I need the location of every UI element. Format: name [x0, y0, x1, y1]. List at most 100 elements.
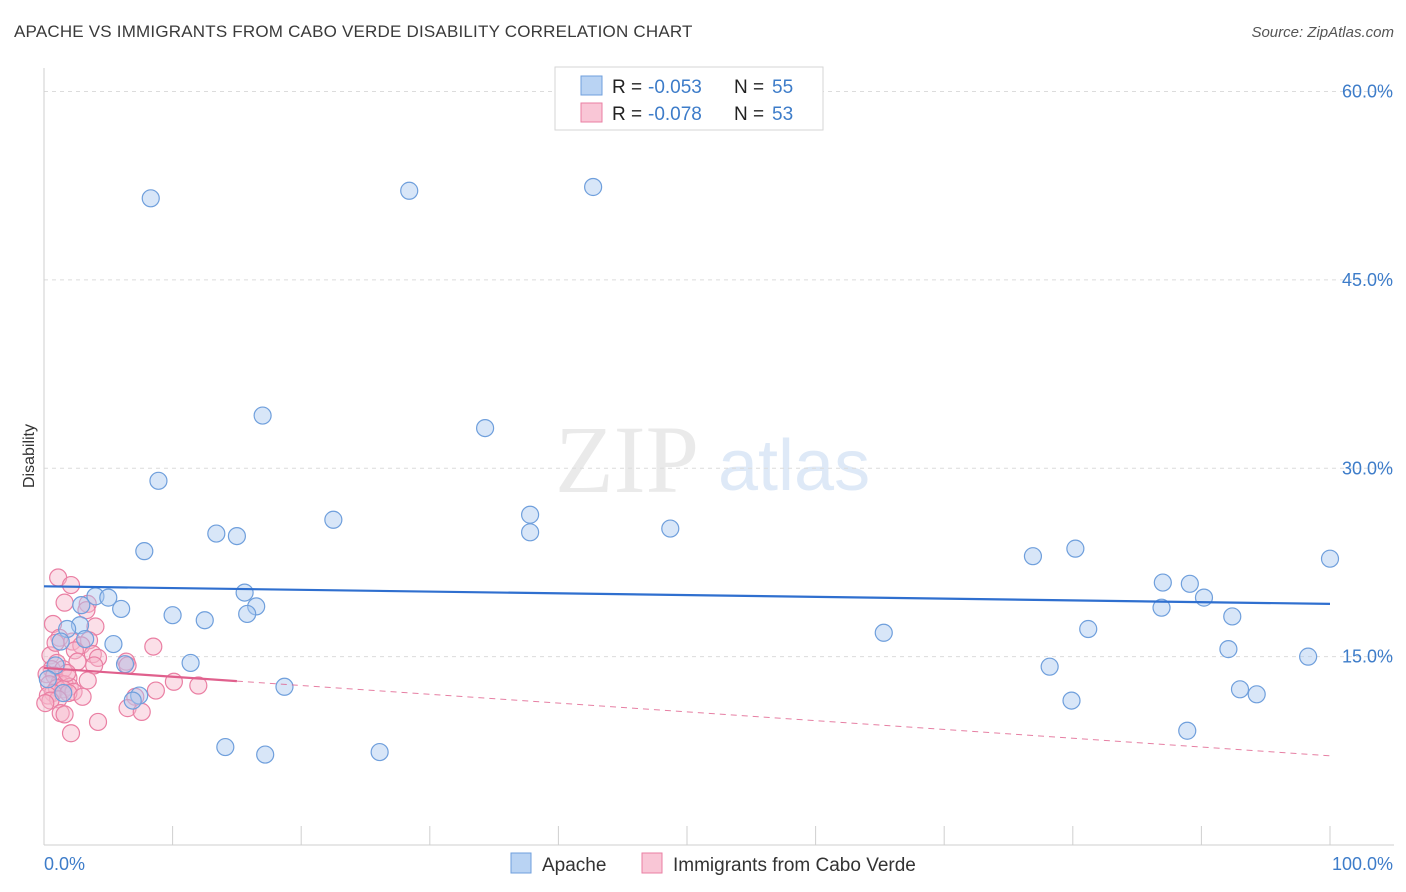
watermark: ZIP atlas — [555, 406, 870, 513]
apache-point — [1299, 647, 1318, 666]
apache-point — [216, 737, 235, 757]
trend-lines — [43, 585, 1331, 757]
apache-point — [1247, 685, 1266, 704]
legend-r-value-cabo-verde: -0.078 — [648, 104, 702, 125]
legend-swatch-apache — [580, 75, 603, 96]
x-tick-label-min: 0.0% — [44, 854, 85, 874]
y-tick-labels: 15.0% 30.0% 45.0% 60.0% — [1342, 82, 1393, 667]
legend: R = -0.053 N = 55 R = -0.078 N = 53 — [554, 66, 824, 131]
apache-point — [115, 655, 135, 674]
bottom-legend-label-apache: Apache — [542, 855, 606, 876]
x-tick-label-max: 100.0% — [1332, 854, 1393, 874]
cabo-verde-point — [189, 676, 208, 695]
apache-point — [123, 691, 142, 710]
axes — [43, 68, 1394, 846]
y-axis-label: Disability — [21, 424, 38, 488]
watermark-zip: ZIP — [555, 406, 699, 513]
apache-point — [1180, 574, 1199, 593]
y-tick-label: 60.0% — [1342, 82, 1393, 102]
apache-point — [195, 611, 214, 630]
bottom-legend: Apache Immigrants from Cabo Verde — [510, 852, 916, 876]
apache-point — [207, 524, 226, 543]
cabo-verde-point — [77, 601, 96, 620]
apache-point — [1023, 547, 1043, 566]
legend-n-value-cabo-verde: 53 — [772, 104, 793, 125]
cabo-verde-point — [55, 705, 74, 724]
apache-point — [1066, 539, 1085, 558]
x-ticks — [43, 826, 1331, 845]
apache-point — [1223, 607, 1242, 626]
apache-point — [400, 181, 419, 200]
apache-point — [253, 406, 272, 425]
cabo-verde-point — [59, 683, 78, 703]
legend-r-value-apache: -0.053 — [648, 77, 702, 98]
cabo-verde-trend-line — [43, 666, 237, 683]
legend-swatch-cabo-verde — [580, 102, 603, 123]
apache-point — [370, 742, 389, 762]
apache-point — [256, 745, 275, 764]
apache-point — [99, 588, 118, 607]
cabo-verde-point — [55, 593, 74, 612]
apache-point — [72, 596, 91, 615]
legend-n-label-cabo-verde: N = — [734, 104, 764, 125]
apache-point — [51, 632, 70, 651]
bottom-legend-swatch-apache — [510, 852, 532, 874]
cabo-verde-point — [78, 594, 97, 613]
cabo-verde-point — [78, 671, 97, 690]
cabo-verde-point — [88, 712, 108, 732]
legend-n-label-apache: N = — [734, 77, 764, 98]
apache-point — [1153, 573, 1172, 592]
apache-point — [661, 519, 680, 538]
apache-point — [1194, 588, 1214, 607]
apache-point — [227, 526, 246, 546]
bottom-legend-swatch-cabo-verde — [641, 852, 663, 874]
series-apache — [38, 177, 1340, 764]
cabo-verde-point — [73, 687, 92, 706]
cabo-verde-point — [146, 681, 165, 700]
y-tick-label: 45.0% — [1342, 270, 1393, 290]
bottom-legend-label-cabo-verde: Immigrants from Cabo Verde — [673, 855, 916, 876]
series-cabo-verde — [36, 568, 208, 743]
apache-point — [104, 634, 123, 654]
apache-point — [1079, 619, 1098, 639]
cabo-verde-point — [144, 637, 163, 656]
gridlines — [44, 91, 1394, 658]
apache-point — [181, 653, 200, 673]
apache-point — [141, 189, 160, 208]
apache-point — [1230, 680, 1250, 699]
apache-point — [1062, 691, 1081, 710]
source-label: Source: ZipAtlas.com — [1251, 24, 1394, 41]
apache-point — [275, 677, 294, 696]
y-tick-label: 15.0% — [1342, 647, 1393, 667]
apache-point — [521, 523, 540, 542]
apache-point — [149, 471, 168, 490]
apache-point — [324, 510, 343, 529]
apache-trend-line — [43, 585, 1331, 605]
apache-point — [163, 606, 182, 625]
y-tick-label: 30.0% — [1342, 458, 1393, 478]
apache-point — [521, 505, 540, 524]
apache-point — [38, 670, 57, 689]
apache-point — [112, 599, 131, 619]
apache-point — [1219, 640, 1238, 659]
apache-point — [874, 623, 893, 642]
cabo-verde-point — [61, 724, 81, 743]
apache-point — [1178, 721, 1197, 740]
apache-point — [235, 583, 254, 602]
apache-point — [584, 177, 603, 197]
cabo-verde-point — [65, 641, 84, 660]
watermark-atlas: atlas — [718, 426, 870, 506]
legend-n-value-apache: 55 — [772, 77, 793, 98]
chart-title: APACHE VS IMMIGRANTS FROM CABO VERDE DIS… — [14, 22, 693, 41]
apache-point — [475, 418, 495, 438]
cabo-verde-point — [36, 694, 55, 713]
apache-point — [1040, 657, 1059, 676]
apache-point — [76, 629, 95, 649]
cabo-verde-trend-extension — [236, 680, 1331, 757]
apache-point — [1152, 598, 1171, 617]
apache-point — [1320, 549, 1340, 568]
apache-point — [135, 542, 154, 561]
legend-r-label-apache: R = — [612, 77, 642, 98]
apache-point — [238, 604, 257, 624]
